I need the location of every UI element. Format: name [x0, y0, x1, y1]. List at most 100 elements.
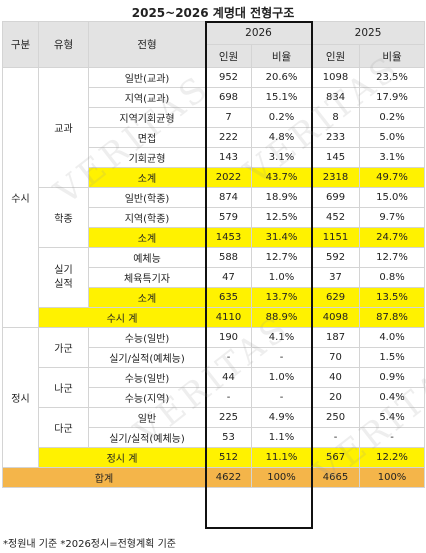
count-2026: 7 [205, 107, 252, 128]
ratio-2026: 12.5% [250, 207, 313, 228]
ratio-2025: 4.0% [359, 327, 426, 348]
count-2026: 579 [205, 207, 252, 228]
header-ratio-2025: 비율 [359, 44, 426, 68]
count-2025: 233 [311, 127, 361, 148]
count-2025: 1098 [311, 67, 361, 88]
count-2026: - [205, 387, 252, 408]
ratio-2026: 31.4% [250, 227, 313, 248]
count-2025: 629 [311, 287, 361, 308]
row-name: 소계 [88, 167, 206, 188]
count-2025: 4665 [311, 467, 361, 488]
count-2025: 592 [311, 247, 361, 268]
count-2025: 699 [311, 187, 361, 208]
ratio-2025: 15.0% [359, 187, 426, 208]
count-2026: 2022 [205, 167, 252, 188]
count-2025: 187 [311, 327, 361, 348]
row-name: 소계 [88, 287, 206, 308]
row-name: 수능(일반) [88, 367, 206, 388]
count-2025: - [311, 427, 361, 448]
ratio-2026: 3.1% [250, 147, 313, 168]
group-hakjong: 학종 [38, 187, 89, 248]
row-name: 예체능 [88, 247, 206, 268]
row-name: 합계 [2, 467, 206, 488]
count-2026: 698 [205, 87, 252, 108]
group-jeongsi: 정시 [2, 327, 39, 468]
ratio-2025: 0.4% [359, 387, 426, 408]
ratio-2026: 100% [250, 467, 313, 488]
admission-table: 구분 유형 전형 2026 2025 인원 비율 인원 비율 수시 교과 일반(… [2, 21, 426, 488]
ratio-2025: 13.5% [359, 287, 426, 308]
count-2025: 250 [311, 407, 361, 428]
count-2026: 222 [205, 127, 252, 148]
ratio-2026: - [250, 347, 313, 368]
count-2025: 2318 [311, 167, 361, 188]
count-2026: 53 [205, 427, 252, 448]
count-2026: 512 [205, 447, 252, 468]
row-name: 기회균형 [88, 147, 206, 168]
table-row: 학종 일반(학종) 874 18.9% 699 15.0% [3, 187, 426, 248]
ratio-2026: 18.9% [250, 187, 313, 208]
header-year-2025: 2025 [311, 21, 426, 45]
table-row: 지역기회균형 7 0.2% 8 0.2% [3, 107, 426, 128]
ratio-2025: 5.0% [359, 127, 426, 148]
ratio-2026: 0.2% [250, 107, 313, 128]
grand-total-row: 합계 4622 100% 4665 100% [2, 467, 426, 488]
ratio-2026: 1.0% [250, 267, 313, 288]
table-row: 수시 교과 일반(교과) 952 20.6% 1098 23.5% [2, 67, 426, 328]
row-name: 지역기회균형 [88, 107, 206, 128]
group-gyogwa: 교과 [38, 67, 89, 188]
ratio-2025: - [359, 427, 426, 448]
ratio-2025: 0.2% [359, 107, 426, 128]
ratio-2026: 4.9% [250, 407, 313, 428]
count-2025: 834 [311, 87, 361, 108]
count-2025: 4098 [311, 307, 361, 328]
row-name: 정시 계 [38, 447, 206, 468]
ratio-2026: 11.1% [250, 447, 313, 468]
count-2026: 225 [205, 407, 252, 428]
count-2025: 567 [311, 447, 361, 468]
table-row: 정시 가군 수능(일반) 190 4.1% 187 4.0% [2, 327, 426, 468]
ratio-2025: 9.7% [359, 207, 426, 228]
group-susi: 수시 [2, 67, 39, 328]
page-title: 2025~2026 계명대 전형구조 [131, 6, 295, 20]
ratio-2025: 49.7% [359, 167, 426, 188]
count-2025: 1151 [311, 227, 361, 248]
table-row: 나군 수능(일반) 44 1.0% 40 0.9% [3, 367, 426, 408]
count-2026: 874 [205, 187, 252, 208]
group-silgi: 실기 실적 [38, 247, 89, 308]
ratio-2025: 0.9% [359, 367, 426, 388]
total-row-susi: 수시 계 4110 88.9% 4098 87.8% [3, 307, 426, 328]
row-name: 지역(교과) [88, 87, 206, 108]
count-2026: 190 [205, 327, 252, 348]
header-count-2026: 인원 [205, 44, 252, 68]
ratio-2026: 1.1% [250, 427, 313, 448]
ratio-2025: 17.9% [359, 87, 426, 108]
row-name: 수능(지역) [88, 387, 206, 408]
ratio-2025: 12.7% [359, 247, 426, 268]
table-row: 체육특기자 47 1.0% 37 0.8% [3, 267, 426, 288]
ratio-2025: 23.5% [359, 67, 426, 88]
count-2026: 4622 [205, 467, 252, 488]
header-ratio-2026: 비율 [250, 44, 313, 68]
group-da: 다군 [38, 407, 89, 448]
count-2026: 4110 [205, 307, 252, 328]
header-row: 구분 유형 전형 2026 2025 [2, 21, 426, 68]
ratio-2026: 1.0% [250, 367, 313, 388]
count-2025: 40 [311, 367, 361, 388]
count-2026: 143 [205, 147, 252, 168]
row-name: 일반(학종) [88, 187, 206, 208]
subheader-row: 인원 비율 인원 비율 [3, 44, 426, 68]
count-2026: 952 [205, 67, 252, 88]
count-2025: 145 [311, 147, 361, 168]
table-row: 면접 222 4.8% 233 5.0% [3, 127, 426, 148]
count-2026: 47 [205, 267, 252, 288]
ratio-2025: 100% [359, 467, 426, 488]
header-yuhyeong: 유형 [38, 21, 89, 68]
row-name: 수시 계 [38, 307, 206, 328]
ratio-2026: 4.1% [250, 327, 313, 348]
row-name: 소계 [88, 227, 206, 248]
header-gubun: 구분 [2, 21, 39, 68]
ratio-2026: 43.7% [250, 167, 313, 188]
count-2025: 37 [311, 267, 361, 288]
table-row: 실기 실적 예체능 588 12.7% 592 12.7% [3, 247, 426, 308]
